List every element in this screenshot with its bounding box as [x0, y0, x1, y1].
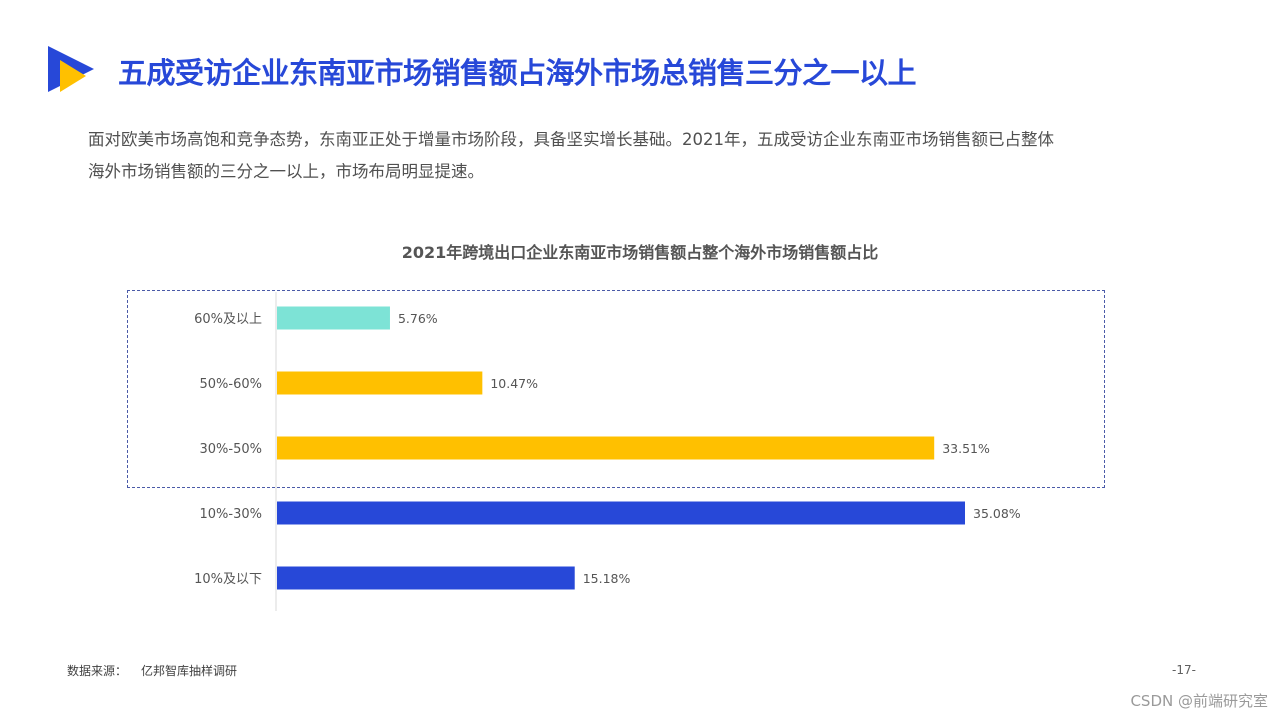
- category-label: 30%-50%: [200, 442, 262, 457]
- brand-logo-icon: [48, 46, 94, 92]
- intro-line: 海外市场销售额的三分之一以上，市场布局明显提速。: [88, 162, 484, 181]
- data-label: 33.51%: [942, 441, 990, 456]
- bar: [277, 371, 483, 395]
- bar: [277, 306, 390, 330]
- intro-line: 面对欧美市场高饱和竞争态势，东南亚正处于增量市场阶段，具备坚实增长基础。2021…: [88, 130, 1054, 149]
- data-label: 35.08%: [973, 506, 1021, 521]
- data-source: 数据来源： 亿邦智库抽样调研: [67, 662, 237, 679]
- category-label: 10%-30%: [200, 507, 262, 522]
- data-label: 10.47%: [490, 376, 538, 391]
- page-title: 五成受访企业东南亚市场销售额占海外市场总销售三分之一以上: [118, 56, 917, 90]
- data-label: 15.18%: [583, 571, 631, 586]
- watermark: CSDN @前端研究室: [1130, 692, 1268, 710]
- intro-paragraph: 面对欧美市场高饱和竞争态势，东南亚正处于增量市场阶段，具备坚实增长基础。2021…: [88, 124, 1198, 188]
- page-number: -17-: [1172, 663, 1196, 677]
- bar: [277, 566, 575, 590]
- source-value: 亿邦智库抽样调研: [141, 664, 238, 678]
- highlight-box: [127, 290, 1105, 488]
- category-label: 10%及以下: [194, 572, 262, 587]
- bar: [277, 501, 965, 525]
- source-label: 数据来源：: [67, 664, 128, 678]
- data-label: 5.76%: [398, 311, 438, 326]
- chart-title: 2021年跨境出口企业东南亚市场销售额占整个海外市场销售额占比: [401, 243, 879, 262]
- category-label: 50%-60%: [200, 377, 262, 392]
- bar: [277, 436, 935, 460]
- category-label: 60%及以上: [194, 312, 262, 327]
